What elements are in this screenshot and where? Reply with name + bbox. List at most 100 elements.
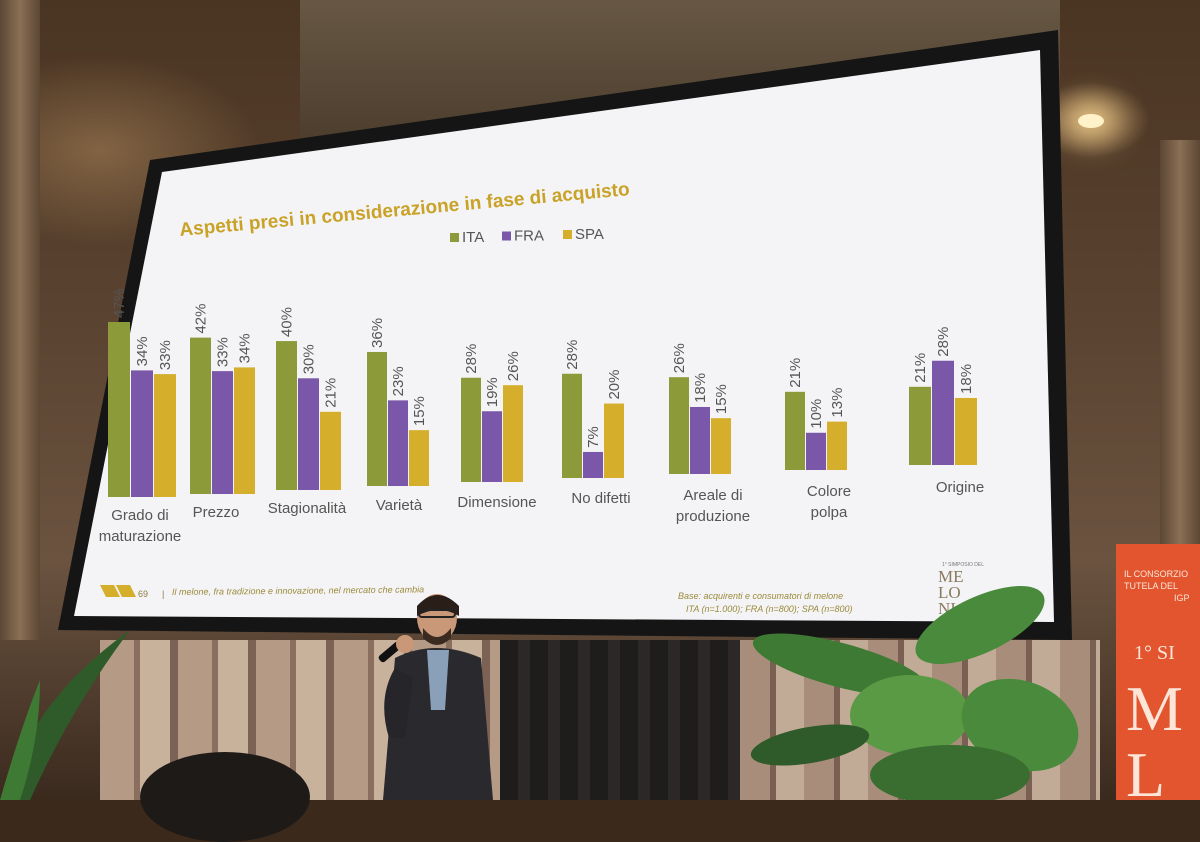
event-banner: IL CONSORZIO TUTELA DEL IGP 1° SI M L [1116, 544, 1200, 800]
value-label-ita-2: 42% [193, 304, 210, 334]
banner-line-4: 1° SI [1134, 642, 1175, 664]
bar-fra-2 [212, 371, 233, 494]
plant-right [750, 586, 1079, 800]
slide [74, 50, 1054, 622]
bar-spa-3 [320, 411, 341, 490]
logo-letters-2: LO [938, 583, 961, 602]
category-label-5: Dimensione [457, 494, 536, 511]
value-label-fra-1: 34% [134, 336, 151, 366]
base-note-line1: Base: acquirenti e consumatori di melone [678, 591, 843, 601]
bar-ita-3 [276, 341, 297, 490]
bar-spa-2 [234, 367, 255, 494]
category-label-1-line-1: Grado di [111, 507, 169, 524]
bar-ita-6 [562, 373, 582, 478]
bar-ita-7 [669, 377, 689, 474]
glasses-icon [418, 609, 456, 618]
wall-lamp [1078, 114, 1104, 128]
bar-spa-8 [827, 421, 847, 470]
banner-big-letters: M L [1126, 673, 1183, 801]
brand-logo-icon [100, 585, 136, 597]
banner-line-5: M [1126, 673, 1183, 744]
projection-screen: Aspetti presi in considerazione in fase … [58, 30, 1072, 640]
value-label-ita-1: 47% [111, 288, 128, 318]
value-label-ita-7: 26% [671, 343, 688, 373]
bar-spa-4 [409, 430, 429, 486]
value-label-spa-6: 20% [606, 370, 623, 400]
bar-fra-5 [482, 411, 502, 482]
value-label-spa-7: 15% [713, 384, 730, 414]
base-note-line2: ITA (n=1.000); FRA (n=800); SPA (n=800) [686, 604, 853, 614]
bar-spa-7 [711, 418, 731, 474]
chart-value-labels: 47%34% 33%42%33% 34%40%30%21%36%23%15%28%1… [111, 288, 975, 448]
logo-caption: 1° SIMPOSIO DEL [942, 562, 984, 568]
category-label-2: Prezzo [193, 504, 240, 521]
value-label-spa-4: 15% [411, 396, 428, 426]
audience-head [140, 752, 310, 842]
bar-fra-9 [932, 360, 954, 465]
legend-label-ita: ITA [462, 229, 484, 246]
bar-spa-9 [955, 397, 977, 465]
microphone-icon [378, 641, 402, 663]
logo-letters-1: ME [938, 567, 964, 586]
category-label-1-line-2: maturazione [99, 528, 182, 545]
category-label-8-line-2: polpa [811, 504, 848, 521]
footer-page-number: 69 [138, 589, 148, 599]
value-label-spa-3: 21% [323, 378, 340, 408]
bar-fra-7 [690, 406, 710, 474]
bar-fra-1 [131, 370, 153, 497]
category-label-8-line-1: Colore [807, 483, 851, 500]
bar-ita-9 [909, 386, 931, 465]
value-label-ita-3: 40% [279, 307, 296, 337]
bar-ita-1 [108, 322, 130, 497]
value-label-spa-1: 33% [157, 340, 174, 370]
value-label-spa-5: 26% [505, 351, 522, 381]
bar-spa-6 [604, 403, 624, 478]
chart-bars [108, 322, 977, 497]
banner-line-1: IL CONSORZIO [1124, 569, 1189, 579]
bar-spa-1 [154, 374, 176, 497]
banner-line-6: L [1126, 739, 1166, 801]
legend-swatch-spa [563, 230, 572, 239]
banner-line-2: TUTELA DEL [1124, 581, 1179, 591]
category-label-9: Origine [936, 479, 984, 496]
speaker [378, 594, 493, 800]
value-label-ita-4: 36% [369, 318, 386, 348]
bar-fra-4 [388, 400, 408, 486]
value-label-ita-8: 21% [787, 358, 804, 388]
category-label-6: No difetti [571, 490, 630, 507]
value-label-ita-9: 21% [912, 353, 929, 383]
legend-swatch-ita [450, 233, 459, 242]
value-label-fra-4: 23% [390, 366, 407, 396]
value-label-fra-9: 28% [935, 327, 952, 357]
bar-fra-3 [298, 378, 319, 490]
bar-ita-5 [461, 377, 481, 482]
value-label-ita-6: 28% [564, 340, 581, 370]
value-label-spa-9: 18% [958, 364, 975, 394]
value-label-spa-8: 13% [829, 388, 846, 418]
value-label-fra-8: 10% [808, 399, 825, 429]
legend-label-fra: FRA [514, 228, 544, 245]
value-label-fra-5: 19% [484, 377, 501, 407]
value-label-ita-5: 28% [463, 344, 480, 374]
bar-fra-6 [583, 451, 603, 478]
bar-ita-8 [785, 391, 805, 470]
value-label-fra-3: 30% [301, 344, 318, 374]
legend-label-spa: SPA [575, 226, 604, 243]
stage-curtain [500, 640, 750, 800]
left-pillar [0, 0, 40, 640]
banner-text: IL CONSORZIO TUTELA DEL IGP [1124, 568, 1200, 604]
banner-line-3: IGP [1174, 593, 1190, 603]
plant-left [0, 630, 130, 800]
bar-ita-2 [190, 337, 211, 494]
category-label-7-line-2: produzione [676, 508, 750, 525]
bar-fra-8 [806, 432, 826, 470]
footer-separator: | [162, 589, 164, 599]
footer-text: Il melone, fra tradizione e innovazione,… [172, 584, 424, 597]
bar-ita-4 [367, 351, 387, 486]
legend-swatch-fra [502, 231, 511, 241]
value-label-spa-2: 34% [237, 333, 254, 363]
chart-category-labels: Grado di maturazione Prezzo Stagionalità Var… [99, 479, 984, 545]
category-label-4: Varietà [376, 497, 423, 514]
value-label-fra-6: 7% [585, 426, 602, 448]
bar-spa-5 [503, 385, 523, 482]
